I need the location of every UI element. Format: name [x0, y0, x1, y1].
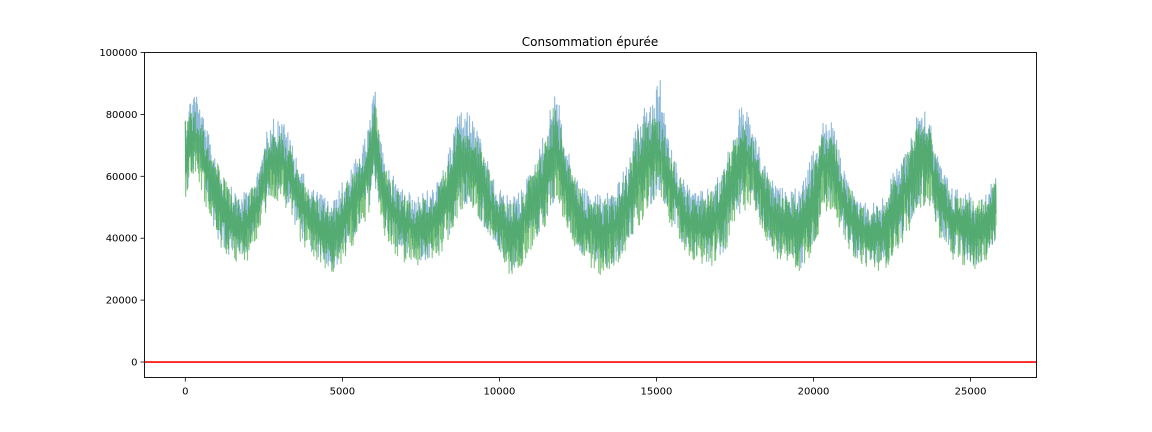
- y-tick-label: 40000: [106, 234, 138, 245]
- x-tick-label: 5000: [330, 387, 355, 398]
- y-tick-label: 20000: [106, 296, 138, 307]
- x-tick-label: 10000: [484, 387, 516, 398]
- x-tick-label: 25000: [955, 387, 987, 398]
- x-tick-label: 0: [182, 387, 188, 398]
- x-tick-label: 20000: [798, 387, 830, 398]
- plot-area: [144, 79, 1037, 363]
- x-axis: 0 5000 10000 15000 20000 25000: [182, 377, 987, 398]
- axes-frame: [144, 52, 1037, 378]
- series-2-line: [184, 106, 997, 275]
- y-tick-label: 60000: [106, 172, 138, 183]
- y-tick-label: 80000: [106, 110, 138, 121]
- x-tick-label: 15000: [641, 387, 673, 398]
- chart-title: Consommation épurée: [522, 35, 659, 49]
- y-axis: 0 20000 40000 60000 80000 100000: [99, 48, 145, 369]
- y-tick-label: 100000: [99, 48, 137, 59]
- y-tick-label: 0: [131, 358, 137, 369]
